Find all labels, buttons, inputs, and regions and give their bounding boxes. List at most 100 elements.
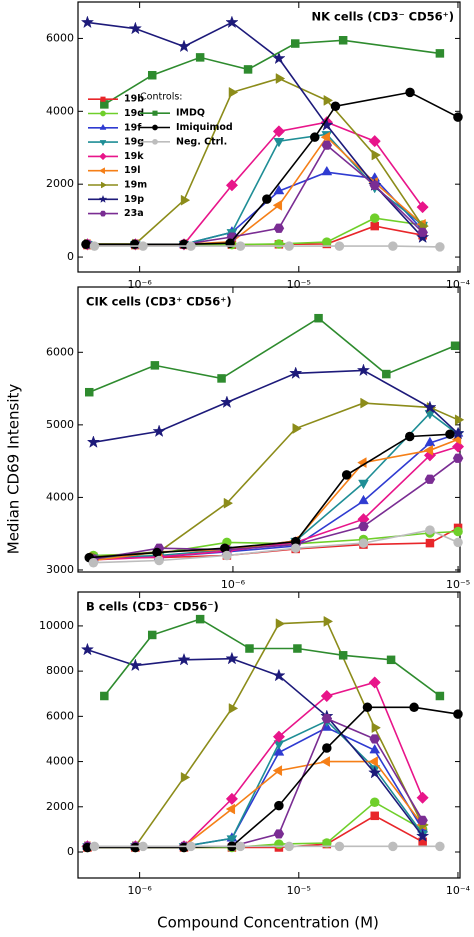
- marker: [100, 691, 109, 701]
- series-line: [89, 433, 450, 559]
- marker: [180, 194, 191, 206]
- marker: [177, 39, 191, 53]
- marker: [272, 765, 283, 777]
- marker: [273, 138, 285, 148]
- marker: [128, 21, 143, 35]
- series-line: [87, 706, 459, 849]
- marker: [235, 841, 246, 852]
- marker: [243, 65, 253, 74]
- marker: [338, 651, 348, 660]
- marker: [453, 112, 463, 122]
- panel-title: CIK cells (CD3⁺ CD56⁺): [86, 295, 232, 309]
- marker: [100, 100, 109, 109]
- marker: [274, 239, 284, 249]
- marker: [152, 138, 158, 145]
- marker: [453, 537, 463, 548]
- marker: [368, 135, 381, 148]
- marker: [290, 543, 301, 553]
- marker: [425, 538, 435, 548]
- marker: [89, 241, 100, 251]
- marker: [388, 241, 398, 251]
- marker: [435, 49, 445, 58]
- marker: [177, 652, 191, 666]
- series-line: [87, 726, 424, 848]
- marker: [370, 811, 379, 821]
- marker: [274, 800, 284, 811]
- marker: [320, 756, 330, 767]
- x-tick-label: 10⁻⁶: [128, 278, 153, 291]
- marker: [273, 223, 285, 233]
- legend-label: 19f: [124, 122, 142, 133]
- marker: [273, 184, 285, 195]
- marker: [369, 797, 380, 808]
- plot-frame: [77, 1, 461, 273]
- marker: [217, 374, 226, 383]
- marker: [99, 140, 107, 147]
- marker: [368, 756, 378, 767]
- marker: [150, 361, 160, 370]
- marker: [100, 96, 106, 102]
- marker: [273, 746, 285, 756]
- marker: [228, 86, 239, 98]
- marker: [228, 703, 239, 714]
- y-tick-label: 6000: [46, 345, 74, 358]
- marker: [322, 237, 332, 247]
- marker: [245, 644, 254, 653]
- marker: [220, 395, 234, 409]
- y-tick-label: 10000: [39, 619, 74, 632]
- series-line: [87, 77, 424, 245]
- marker: [152, 124, 158, 131]
- plot-frame: [77, 591, 461, 879]
- marker: [362, 702, 373, 713]
- marker: [138, 841, 148, 852]
- y-tick-label: 6000: [46, 709, 74, 722]
- marker: [186, 241, 196, 251]
- marker: [88, 557, 99, 568]
- marker: [435, 242, 445, 252]
- marker: [195, 614, 205, 624]
- marker: [386, 655, 396, 665]
- marker: [310, 132, 320, 142]
- marker: [453, 526, 463, 537]
- panel-title: NK cells (CD3⁻ CD56⁺): [311, 10, 454, 24]
- marker: [369, 213, 380, 223]
- legend-label: 19g: [124, 137, 144, 148]
- marker: [275, 618, 286, 630]
- marker: [369, 180, 380, 190]
- marker: [368, 676, 381, 689]
- y-tick-label: 4000: [46, 490, 74, 503]
- marker: [99, 152, 107, 161]
- marker: [80, 642, 95, 656]
- marker: [334, 241, 345, 251]
- legend-label: 19k: [124, 151, 144, 162]
- y-tick-label: 0: [67, 250, 74, 263]
- marker: [323, 94, 334, 106]
- marker: [338, 36, 348, 45]
- marker: [138, 241, 148, 251]
- series-line: [94, 245, 440, 248]
- x-axis-label: Compound Concentration (M): [157, 914, 379, 932]
- marker: [152, 547, 162, 558]
- x-tick-label: 10⁻⁵: [287, 884, 311, 897]
- y-tick-label: 4000: [46, 755, 74, 768]
- marker: [358, 538, 369, 548]
- marker: [416, 791, 429, 804]
- marker: [272, 668, 286, 682]
- marker: [382, 369, 391, 379]
- marker: [322, 838, 332, 848]
- marker: [272, 730, 286, 743]
- marker: [289, 366, 303, 380]
- marker: [81, 239, 91, 250]
- marker: [369, 734, 380, 744]
- marker: [147, 70, 157, 80]
- marker: [334, 841, 345, 852]
- marker: [320, 131, 330, 143]
- marker: [424, 474, 436, 484]
- y-tick-label: 2000: [46, 800, 74, 813]
- x-tick-label: 10⁻⁴: [446, 278, 471, 291]
- marker: [274, 839, 284, 849]
- marker: [358, 521, 369, 532]
- marker: [330, 101, 341, 111]
- marker: [341, 470, 352, 480]
- marker: [425, 525, 435, 535]
